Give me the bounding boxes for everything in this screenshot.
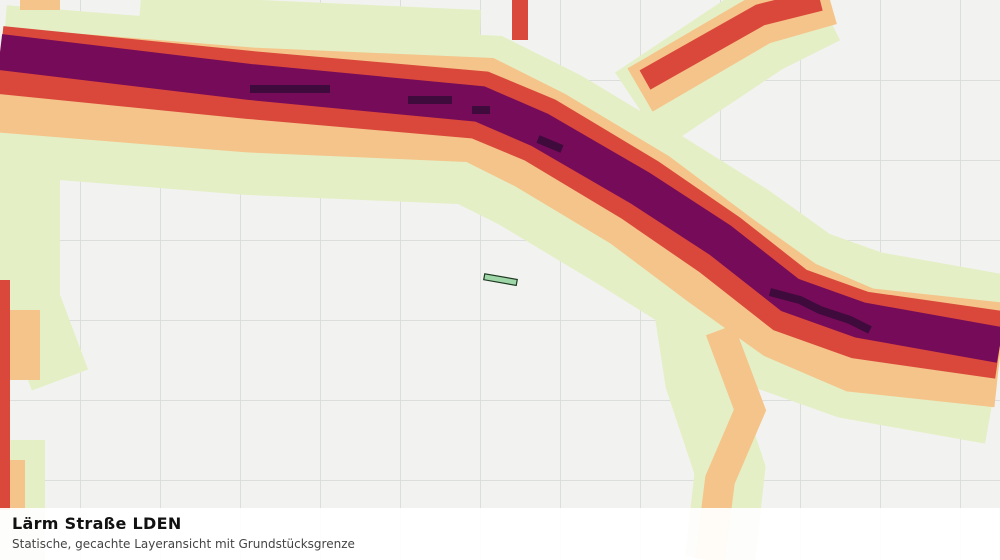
parcel-boundary [483,273,518,287]
layer-title: Lärm Straße LDEN [12,514,182,533]
legend-footer: Lärm Straße LDEN Statische, gecachte Lay… [0,508,1000,560]
layer-subtitle: Statische, gecachte Layeransicht mit Gru… [12,537,355,551]
